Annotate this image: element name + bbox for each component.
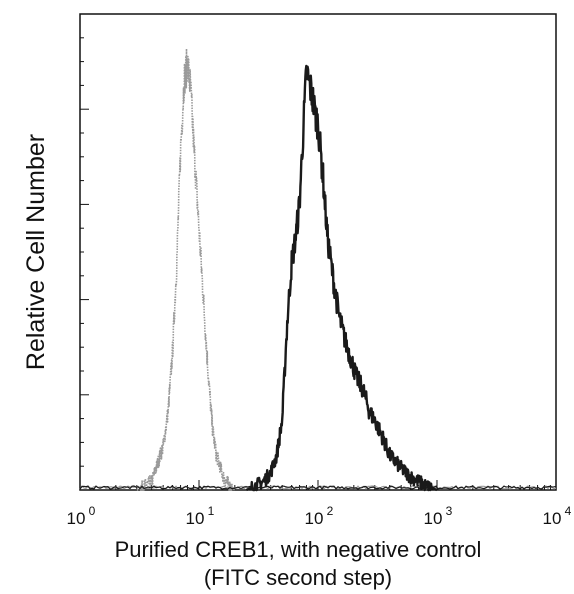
x-axis-label-line1: Purified CREB1, with negative control (115, 537, 482, 562)
x-tick-label-exponent: 2 (327, 504, 334, 518)
x-axis-label-line2: (FITC second step) (204, 565, 392, 590)
series-line (136, 47, 236, 491)
x-tick-label: 10 2 (305, 504, 334, 528)
x-tick-label-exponent: 0 (89, 504, 96, 518)
x-tick-label: 10 3 (424, 504, 453, 528)
x-tick-label-exponent: 1 (208, 504, 215, 518)
plot-frame (79, 13, 557, 491)
x-tick-label: 10 0 (67, 504, 96, 528)
x-tick-label-base: 10 (186, 509, 205, 528)
x-axis-tick-labels: 10 0 10 1 10 2 10 3 10 4 (67, 504, 572, 528)
x-tick-label-base: 10 (543, 509, 562, 528)
x-tick-label: 10 1 (186, 504, 215, 528)
x-tick-label: 10 4 (543, 504, 572, 528)
series-line (245, 64, 438, 492)
x-tick-label-base: 10 (67, 509, 86, 528)
series-creb1 (79, 64, 557, 492)
series-layer (79, 47, 557, 492)
series-baseline (79, 485, 557, 491)
y-axis-label: Relative Cell Number (22, 134, 50, 370)
y-axis-ticks (80, 13, 89, 491)
x-tick-label-base: 10 (305, 509, 324, 528)
x-tick-label-exponent: 3 (446, 504, 453, 518)
x-tick-label-exponent: 4 (565, 504, 572, 518)
x-tick-label-base: 10 (424, 509, 443, 528)
